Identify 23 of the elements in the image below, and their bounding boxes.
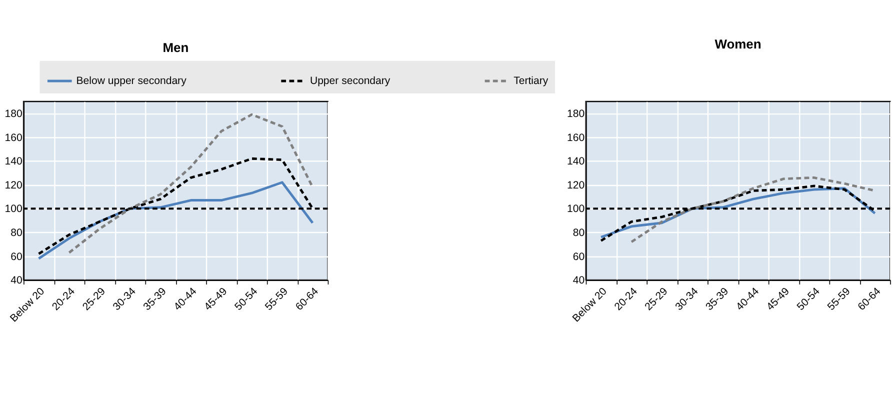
y-tick-label: 160 [4, 132, 22, 144]
y-tick-label: 120 [4, 179, 22, 192]
y-tick-label: 40 [572, 274, 585, 287]
line-series [68, 113, 314, 254]
y-tick-label: 120 [567, 179, 585, 192]
y-tick-label: 160 [567, 132, 585, 144]
legend-label: Below upper secondary [76, 75, 188, 88]
y-tick-label: 140 [4, 156, 22, 168]
legend-label: Upper secondary [310, 75, 391, 88]
line-series [38, 181, 314, 260]
y-tick-label: 80 [572, 227, 585, 240]
y-tick-label: 100 [4, 203, 22, 216]
y-tick-label: 40 [10, 274, 22, 287]
chart-title: Women [714, 36, 762, 52]
y-tick-label: 180 [4, 108, 22, 120]
legend-label: Tertiary [514, 75, 549, 88]
chart-title: Men [162, 40, 189, 55]
y-tick-label: 180 [567, 108, 585, 120]
y-tick-label: 140 [567, 156, 585, 168]
y-tick-label: 60 [572, 250, 585, 263]
y-tick-label: 80 [10, 227, 22, 240]
y-tick-label: 60 [10, 250, 22, 263]
y-tick-label: 100 [567, 203, 585, 216]
